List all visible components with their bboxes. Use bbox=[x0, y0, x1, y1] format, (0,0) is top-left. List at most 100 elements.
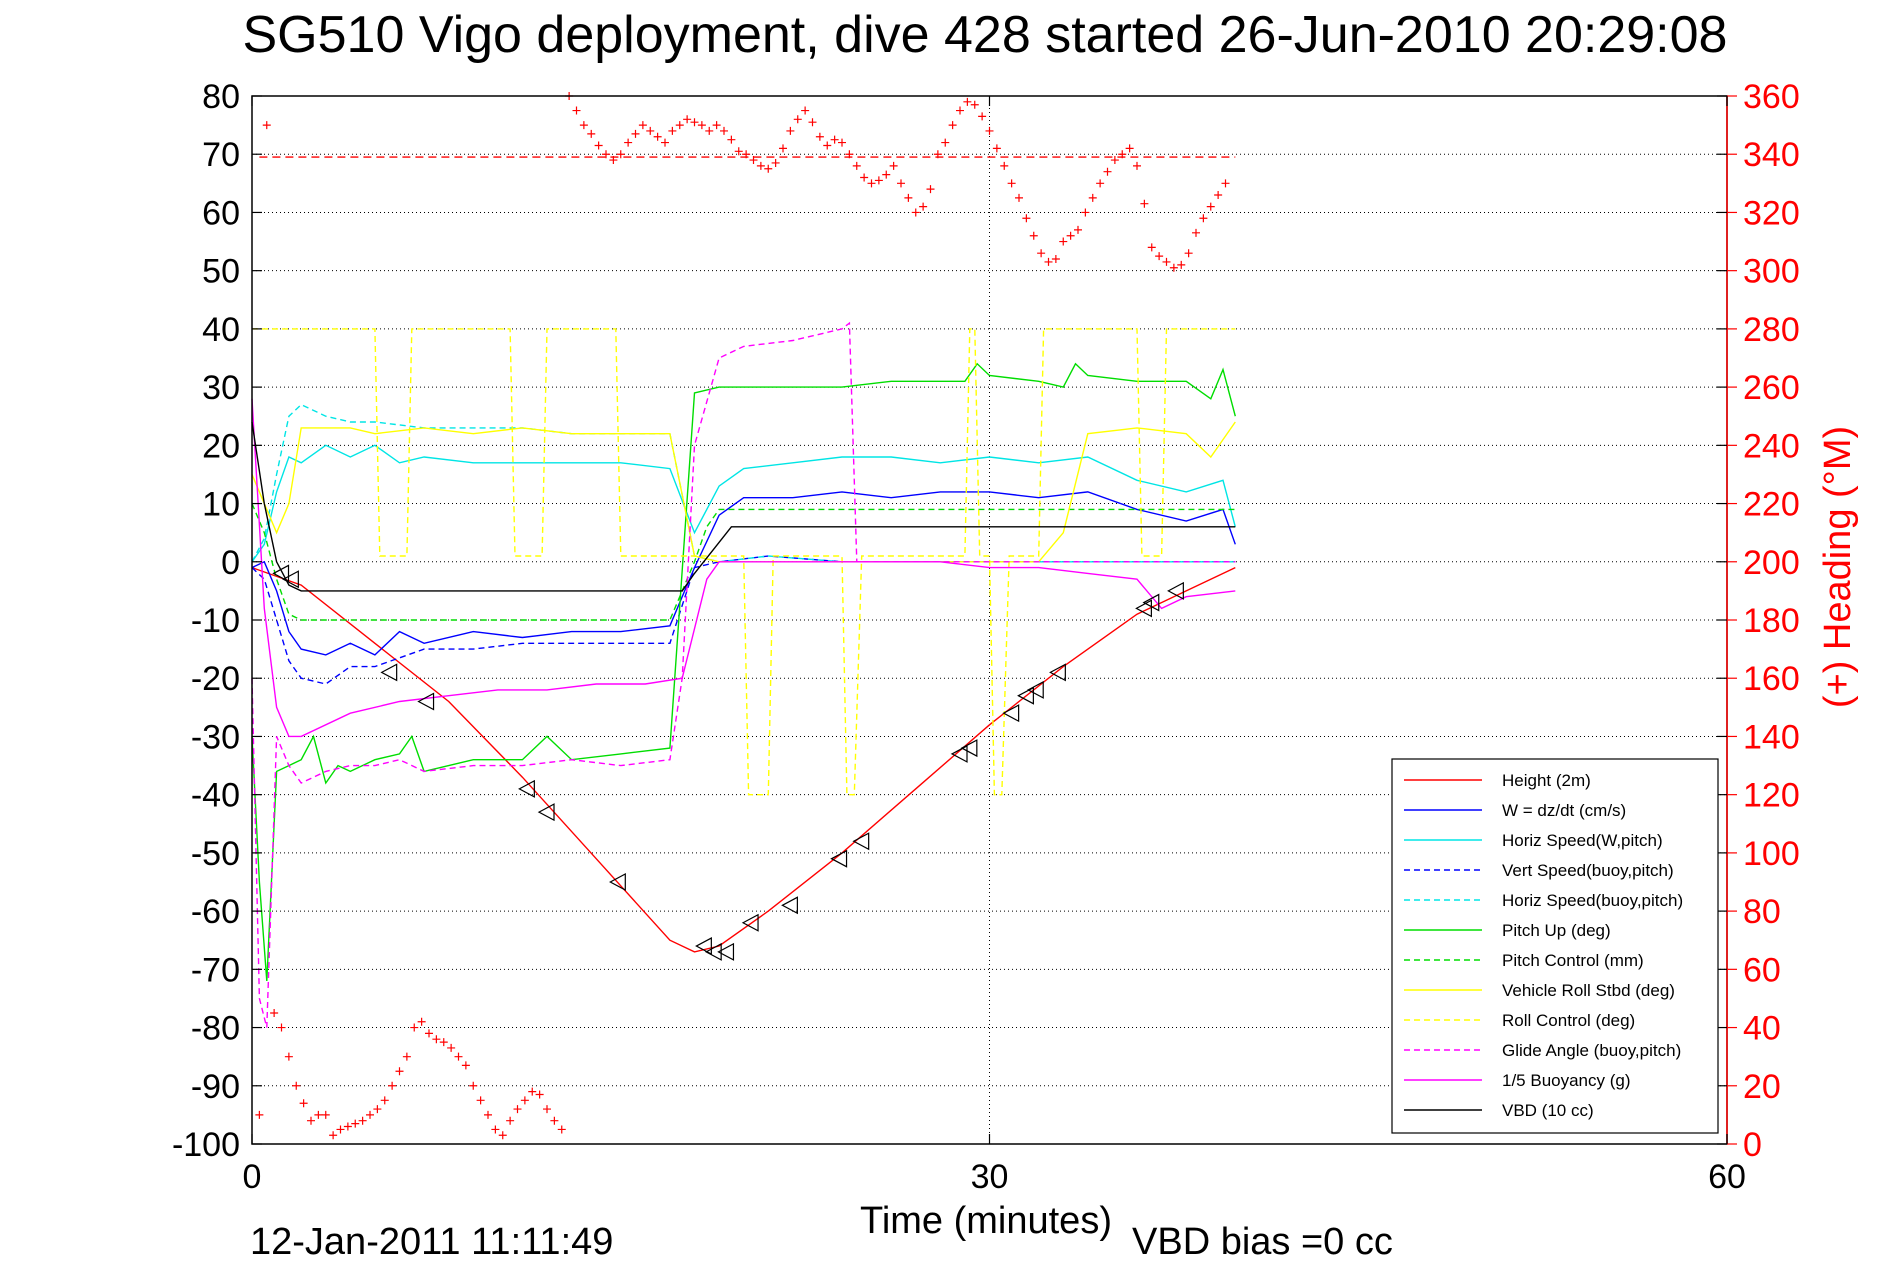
y2-tick-label: 140 bbox=[1743, 718, 1800, 756]
heading-point bbox=[992, 144, 1001, 153]
y2-tick-label: 200 bbox=[1743, 544, 1800, 582]
heading-point bbox=[1088, 193, 1097, 202]
y-tick-label: 40 bbox=[202, 311, 240, 349]
heading-point bbox=[594, 141, 603, 150]
heading-point bbox=[366, 1110, 374, 1119]
heading-point bbox=[1155, 252, 1164, 261]
heading-point bbox=[734, 147, 743, 156]
depth-marker bbox=[1017, 686, 1034, 705]
heading-point bbox=[321, 1110, 330, 1119]
depth-marker bbox=[1167, 581, 1184, 600]
depth-marker bbox=[695, 937, 712, 956]
heading-point bbox=[720, 126, 728, 135]
heading-point bbox=[1044, 257, 1053, 266]
heading-point bbox=[978, 112, 987, 121]
heading-point bbox=[277, 1023, 286, 1032]
y-tick-label: 80 bbox=[202, 78, 240, 116]
legend-entry: Vert Speed(buoy,pitch) bbox=[1502, 861, 1674, 880]
heading-point bbox=[314, 1110, 323, 1119]
y-tick-label: -60 bbox=[191, 893, 240, 931]
heading-point bbox=[1059, 237, 1068, 246]
depth-marker bbox=[282, 570, 299, 589]
heading-point bbox=[793, 115, 802, 124]
heading-point bbox=[815, 132, 824, 141]
heading-point bbox=[351, 1119, 360, 1128]
y-tick-label: 20 bbox=[202, 427, 240, 465]
heading-point bbox=[823, 141, 832, 150]
x-tick-label: 0 bbox=[243, 1158, 262, 1196]
heading-point bbox=[631, 129, 640, 138]
heading-point bbox=[513, 1105, 522, 1114]
y2-tick-label: 360 bbox=[1743, 78, 1800, 116]
heading-point bbox=[506, 1116, 515, 1125]
y-tick-label: 60 bbox=[202, 194, 240, 232]
heading-point bbox=[675, 121, 684, 130]
depth-marker bbox=[852, 832, 870, 851]
y2-tick-label: 240 bbox=[1743, 427, 1800, 465]
heading-point bbox=[262, 121, 271, 130]
legend-entry: Pitch Up (deg) bbox=[1502, 921, 1611, 940]
depth-markers bbox=[272, 564, 1184, 961]
heading-point bbox=[1133, 161, 1141, 170]
heading-point bbox=[557, 1125, 566, 1134]
heading-point bbox=[948, 121, 957, 130]
y-tick-label: -50 bbox=[191, 835, 240, 873]
series-line-2 bbox=[251, 444, 1236, 563]
series-line-4 bbox=[251, 403, 1236, 563]
heading-point bbox=[484, 1110, 492, 1119]
y2-tick-label: 40 bbox=[1743, 1010, 1781, 1048]
y-tick-label: -100 bbox=[172, 1126, 240, 1164]
depth-marker bbox=[830, 849, 848, 868]
legend: Height (2m) W = dz/dt (cm/s) Horiz Speed(W… bbox=[1391, 758, 1719, 1134]
depth-marker bbox=[272, 564, 290, 583]
heading-point bbox=[579, 121, 588, 130]
heading-point bbox=[1074, 225, 1082, 234]
depth-marker bbox=[537, 803, 555, 822]
heading-point bbox=[1184, 249, 1193, 258]
x-axis-label: Time (minutes) bbox=[860, 1200, 1112, 1242]
axes: 80706050403020100-10-20-30-40-50-60-70-8… bbox=[172, 78, 1800, 1196]
grid bbox=[252, 96, 1727, 1144]
heading-point bbox=[469, 1081, 478, 1090]
legend-entry: Horiz Speed(buoy,pitch) bbox=[1502, 891, 1683, 910]
heading-point bbox=[572, 106, 581, 115]
heading-point bbox=[1037, 249, 1046, 258]
heading-point bbox=[543, 1105, 551, 1114]
heading-point bbox=[454, 1052, 463, 1061]
heading-point bbox=[1081, 208, 1090, 217]
depth-marker bbox=[960, 739, 978, 758]
heading-point bbox=[1103, 167, 1112, 176]
heading-point bbox=[1162, 257, 1171, 266]
y-tick-label: -20 bbox=[191, 660, 240, 698]
y-tick-label: 0 bbox=[221, 544, 240, 582]
y-tick-label: 70 bbox=[202, 136, 240, 174]
heading-point bbox=[432, 1035, 441, 1044]
y-tick-label: -80 bbox=[191, 1010, 240, 1048]
heading-point bbox=[712, 121, 721, 130]
heading-point bbox=[941, 138, 950, 147]
heading-point bbox=[1125, 144, 1134, 153]
heading-point bbox=[661, 138, 669, 147]
heading-point bbox=[926, 185, 935, 194]
heading-point bbox=[1192, 228, 1200, 237]
heading-point bbox=[373, 1105, 382, 1114]
depth-marker bbox=[417, 692, 435, 711]
heading-point bbox=[1214, 190, 1223, 199]
heading-markers bbox=[255, 92, 1230, 1140]
y2-tick-label: 180 bbox=[1743, 602, 1800, 640]
heading-point bbox=[860, 173, 869, 182]
heading-point bbox=[904, 193, 913, 202]
heading-point bbox=[439, 1038, 448, 1047]
y2-tick-label: 120 bbox=[1743, 777, 1800, 815]
heading-point bbox=[1096, 179, 1105, 188]
y-tick-label: -10 bbox=[191, 602, 240, 640]
legend-entry: W = dz/dt (cm/s) bbox=[1502, 801, 1626, 820]
legend-entry: VBD (10 cc) bbox=[1502, 1101, 1594, 1120]
heading-point bbox=[1051, 255, 1060, 264]
legend-entry: Glide Angle (buoy,pitch) bbox=[1502, 1041, 1681, 1060]
series-line-8 bbox=[252, 328, 1236, 796]
series-line-5 bbox=[251, 362, 1236, 982]
legend-entry: Height (2m) bbox=[1502, 771, 1591, 790]
heading-point bbox=[1177, 260, 1186, 269]
